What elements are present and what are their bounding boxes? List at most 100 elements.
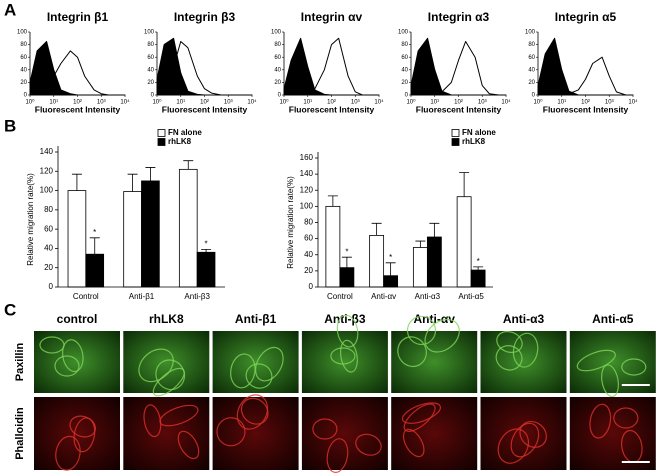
x-tick-label: 10³ bbox=[224, 100, 233, 106]
cell bbox=[512, 332, 539, 368]
cell bbox=[424, 318, 460, 353]
y-tick-label: 80 bbox=[274, 42, 281, 48]
y-axis-label: Relative migration rate(%) bbox=[286, 176, 295, 269]
micrograph bbox=[212, 397, 299, 470]
axes bbox=[537, 32, 633, 96]
y-tick-label: 0 bbox=[405, 93, 409, 99]
chart-title: Integrin β3 bbox=[174, 10, 236, 24]
legend-swatch bbox=[451, 138, 460, 146]
y-tick-label: 20 bbox=[528, 80, 535, 86]
y-tick-label: 100 bbox=[40, 186, 54, 195]
x-tick-label: 10³ bbox=[97, 100, 106, 106]
micrograph bbox=[34, 397, 120, 470]
y-tick-label: 100 bbox=[271, 30, 282, 36]
error-bar bbox=[459, 172, 470, 197]
bar bbox=[141, 180, 160, 288]
y-tick-label: 20 bbox=[274, 80, 281, 86]
error-bar bbox=[145, 167, 156, 181]
x-tick-label: 10¹ bbox=[176, 100, 185, 106]
x-axis-label: Fluorescent Intensity bbox=[416, 104, 502, 114]
x-tick-label: 10³ bbox=[351, 100, 360, 106]
cell bbox=[255, 346, 284, 382]
chart-title: Integrin β1 bbox=[47, 10, 109, 24]
x-axis-label: Fluorescent Intensity bbox=[35, 104, 121, 114]
x-tick-label: Anti-β3 bbox=[184, 292, 210, 301]
error-bar bbox=[385, 262, 396, 276]
y-tick-label: 100 bbox=[525, 30, 536, 36]
cell bbox=[576, 349, 616, 372]
y-tick-label: 40 bbox=[304, 250, 313, 259]
legend-swatch bbox=[157, 138, 166, 146]
bar bbox=[456, 196, 472, 288]
x-tick-label: 10⁰ bbox=[152, 99, 162, 106]
cell bbox=[401, 402, 442, 424]
chart-title: Integrin α3 bbox=[428, 10, 490, 24]
micrograph bbox=[569, 397, 656, 470]
x-tick-label: 10¹ bbox=[557, 100, 566, 106]
cell bbox=[402, 428, 425, 458]
y-tick-label: 40 bbox=[274, 67, 281, 73]
x-tick-label: 10⁰ bbox=[533, 99, 543, 106]
y-tick-label: 0 bbox=[24, 93, 28, 99]
y-tick-label: 40 bbox=[528, 67, 535, 73]
x-tick-label: Anti-α5 bbox=[458, 292, 484, 301]
cell bbox=[621, 358, 647, 376]
x-axis-label: Fluorescent Intensity bbox=[162, 104, 248, 114]
y-tick-label: 100 bbox=[144, 30, 155, 36]
x-tick-label: 10⁴ bbox=[501, 99, 511, 106]
error-bar bbox=[183, 160, 194, 170]
cell bbox=[613, 407, 639, 429]
micrograph bbox=[391, 331, 478, 393]
y-tick-label: 0 bbox=[532, 93, 536, 99]
cell bbox=[138, 348, 174, 383]
row-label: Paxillin bbox=[14, 342, 26, 381]
x-tick-label: Anti-αv bbox=[371, 292, 396, 301]
cell bbox=[497, 428, 530, 464]
legend-swatch bbox=[451, 129, 460, 137]
error-bar bbox=[371, 222, 382, 236]
x-tick-label: 10⁰ bbox=[406, 99, 416, 106]
y-tick-label: 0 bbox=[151, 93, 155, 99]
y-tick-label: 140 bbox=[40, 147, 54, 156]
x-tick-label: 10⁴ bbox=[120, 99, 130, 106]
significance: * bbox=[345, 247, 348, 256]
bar bbox=[178, 168, 198, 288]
axes bbox=[283, 32, 379, 96]
micrograph bbox=[480, 397, 567, 470]
error-bar bbox=[415, 240, 426, 248]
filled-histogram bbox=[283, 37, 380, 96]
cell bbox=[61, 339, 84, 373]
x-tick-label: 10⁴ bbox=[247, 99, 257, 106]
filled-histogram bbox=[410, 37, 507, 96]
legend-label: rhLK8 bbox=[462, 137, 486, 146]
cell bbox=[601, 364, 619, 398]
significance: * bbox=[389, 253, 392, 262]
chart-title: Integrin α5 bbox=[555, 10, 617, 24]
x-tick-label: 10² bbox=[200, 100, 209, 106]
x-tick-label: Control bbox=[73, 292, 99, 301]
axes bbox=[410, 32, 506, 96]
bar bbox=[67, 190, 87, 288]
chart-title: Integrin αv bbox=[301, 10, 363, 24]
x-tick-label: Anti-β1 bbox=[129, 292, 155, 301]
y-tick-label: 20 bbox=[20, 80, 27, 86]
legend-label: FN alone bbox=[462, 128, 496, 137]
y-tick-label: 80 bbox=[528, 42, 535, 48]
row-label: Phalloidin bbox=[14, 407, 26, 460]
y-tick-label: 60 bbox=[274, 55, 281, 61]
y-tick-label: 0 bbox=[49, 282, 54, 291]
filled-histogram bbox=[156, 37, 253, 96]
column-label: Anti-α5 bbox=[592, 312, 634, 326]
micrograph bbox=[212, 331, 299, 393]
y-tick-label: 0 bbox=[309, 282, 314, 291]
y-tick-label: 80 bbox=[401, 42, 408, 48]
error-bar bbox=[473, 266, 484, 271]
cell bbox=[54, 355, 80, 377]
column-label: Anti-β1 bbox=[235, 312, 277, 326]
micrograph bbox=[123, 397, 210, 470]
x-tick-label: 10⁴ bbox=[628, 99, 638, 106]
cell bbox=[519, 420, 547, 448]
x-axis-label: Fluorescent Intensity bbox=[543, 104, 629, 114]
micrograph bbox=[301, 397, 388, 470]
x-tick-label: 10² bbox=[73, 100, 82, 106]
